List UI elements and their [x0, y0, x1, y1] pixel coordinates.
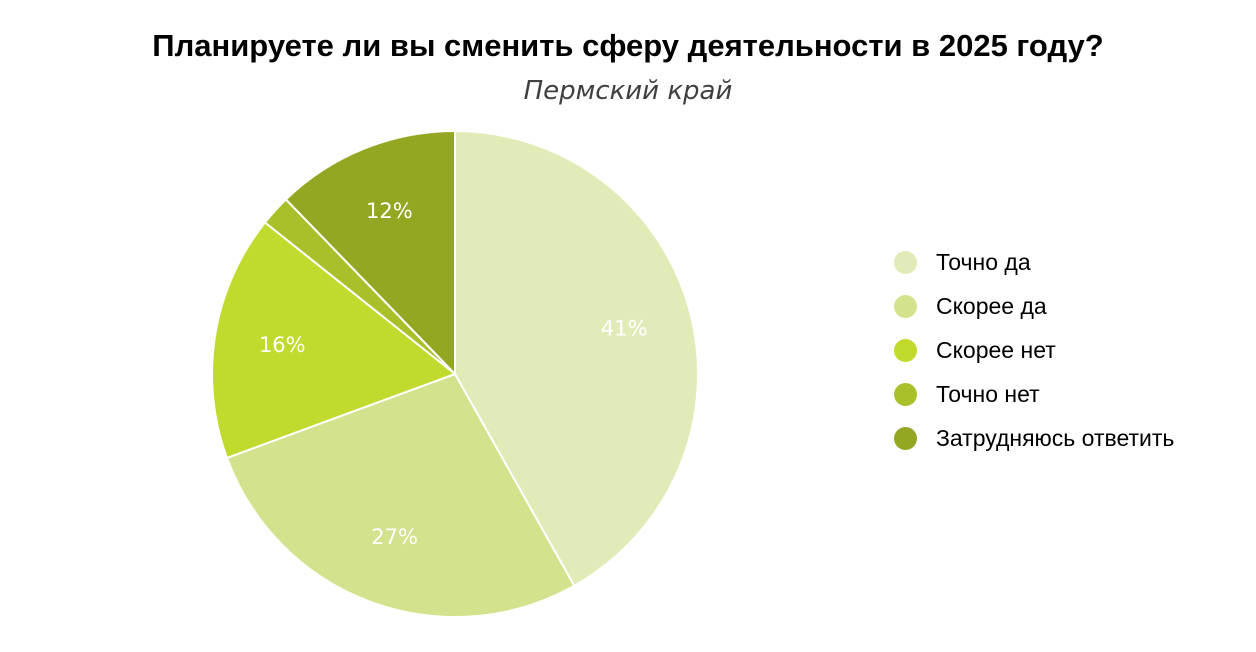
- slice-data-label-tochno-da: 41%: [601, 317, 648, 341]
- slice-data-label-skoree-da: 27%: [371, 525, 418, 549]
- pie-slice-tochno-da: [454, 129, 699, 588]
- legend-label: Скорее да: [936, 292, 1047, 319]
- legend-item-tochno-da: Точно да: [894, 240, 1174, 284]
- legend-swatch: [894, 294, 917, 318]
- pie-slice-zatrudnyayus: [284, 129, 456, 377]
- legend-item-zatrudnyayus: Затрудняюсь ответить: [894, 416, 1174, 460]
- legend-item-skoree-da: Скорее да: [894, 284, 1174, 328]
- pie-labels: 41% 27% 16% 12%: [259, 199, 648, 549]
- legend-item-skoree-net: Скорее нет: [894, 328, 1174, 372]
- pie-slices: [211, 129, 699, 618]
- pie-slice-skoree-da: [225, 372, 576, 618]
- slice-data-label-zatrudnyayus: 12%: [366, 199, 413, 223]
- legend-swatch: [894, 426, 917, 450]
- legend-label: Точно да: [936, 248, 1031, 275]
- legend-label: Точно нет: [936, 380, 1040, 407]
- legend-item-tochno-net: Точно нет: [894, 372, 1174, 416]
- legend-swatch: [894, 250, 917, 274]
- chart-title: Планируете ли вы сменить сферу деятельно…: [152, 28, 1104, 63]
- legend-label: Затрудняюсь ответить: [936, 424, 1175, 451]
- legend-label: Скорее нет: [936, 336, 1056, 363]
- legend-swatch: [894, 338, 917, 362]
- chart-subtitle: Пермский край: [523, 76, 733, 106]
- pie-slice-skoree-net: [211, 221, 458, 460]
- legend-swatch: [894, 382, 917, 406]
- legend: Точно да Скорее да Скорее нет Точно нет …: [894, 240, 1174, 460]
- slice-data-label-skoree-net: 16%: [259, 333, 306, 357]
